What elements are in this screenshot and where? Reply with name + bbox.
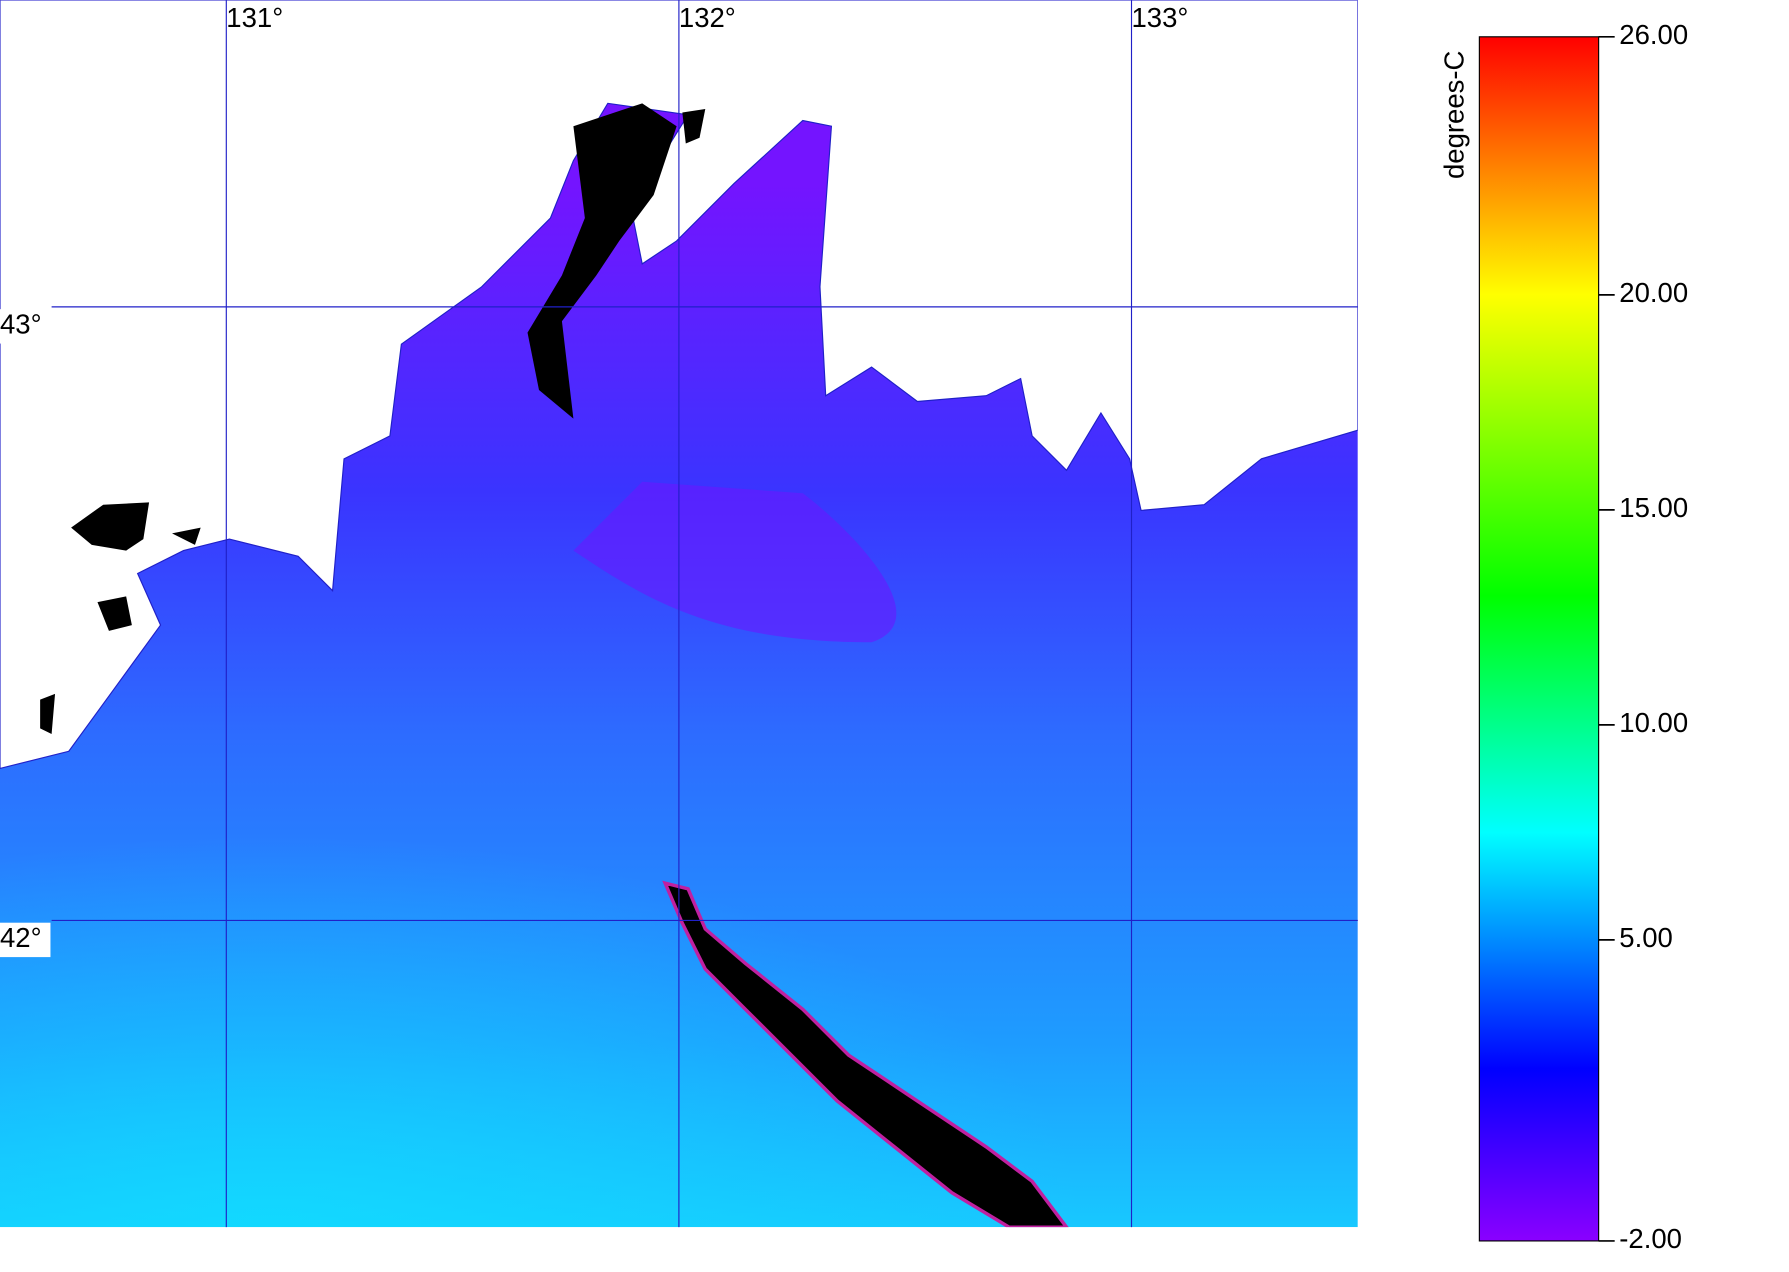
colorbar-tick-label: -2.00 [1619, 1223, 1682, 1254]
y-tick-label: 42° [0, 922, 42, 953]
tick-label-bg [0, 309, 51, 344]
x-tick-label: 132° [679, 2, 736, 33]
land-dark [682, 109, 706, 144]
x-tick-label: 133° [1132, 2, 1189, 33]
land [0, 0, 1358, 770]
colorbar-tick-label: 15.00 [1619, 492, 1688, 523]
colorbar [1478, 36, 1600, 1242]
land-dark [527, 103, 677, 419]
colorbar-tick-label: 20.00 [1619, 277, 1688, 308]
cold-water [573, 481, 897, 643]
y-tick-label: 43° [0, 309, 42, 340]
island-dark [40, 502, 201, 735]
colorbar-label: degrees-C [1439, 51, 1470, 179]
colorbar-tick-label: 26.00 [1619, 19, 1688, 50]
x-tick-label: 131° [226, 2, 283, 33]
colorbar-tick-label: 10.00 [1619, 707, 1688, 738]
colorbar-tick-label: 5.00 [1619, 922, 1673, 953]
cloud-mask [662, 880, 1069, 1228]
tick-label-bg [0, 922, 51, 958]
